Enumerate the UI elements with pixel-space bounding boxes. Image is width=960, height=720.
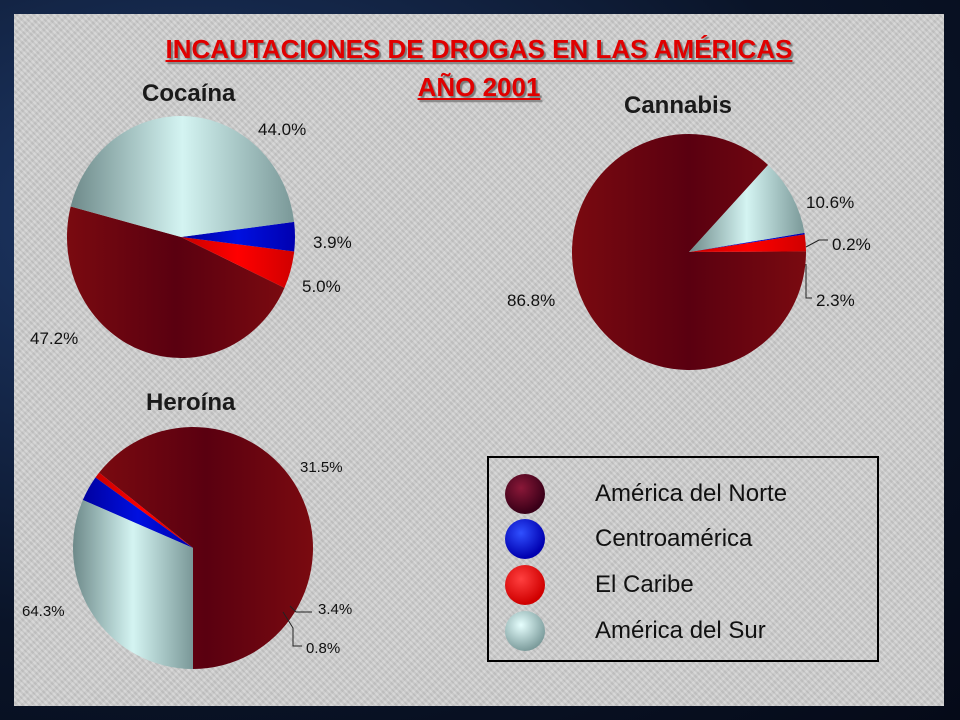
legend-item-centroamerica: Centroamérica <box>505 517 752 561</box>
legend-label: Centroamérica <box>595 525 753 552</box>
chart-title-cocaina: Cocaína <box>142 80 236 107</box>
slide-title: INCAUTACIONES DE DROGAS EN LAS AMÉRICAS <box>165 34 793 64</box>
legend-label: América del Sur <box>595 617 766 644</box>
data-label: 44.0% <box>258 120 306 139</box>
legend-item-america-del-sur: América del Sur <box>505 609 766 653</box>
chart-title-heroina: Heroína <box>146 389 236 416</box>
slide-subtitle: AÑO 2001 <box>417 72 541 102</box>
chart-title-cannabis: Cannabis <box>624 92 733 119</box>
pie-slice-am-rica-del-sur <box>73 499 193 669</box>
data-label: 47.2% <box>30 329 78 348</box>
data-label: 5.0% <box>302 277 341 296</box>
legend-swatch <box>505 519 545 559</box>
leader-line <box>805 239 828 248</box>
leader-line <box>282 611 302 647</box>
legend-item-el-caribe: El Caribe <box>505 563 694 607</box>
data-label: 2.3% <box>816 291 855 310</box>
legend: América del Norte Centroamérica El Carib… <box>487 456 879 662</box>
data-label: 0.2% <box>832 235 871 254</box>
data-label: 86.8% <box>507 291 555 310</box>
leader-line <box>805 264 812 299</box>
pie-slice-el-caribe <box>95 472 193 548</box>
pie-slice-centroam-rica <box>181 221 295 252</box>
data-label: 31.5% <box>300 459 343 476</box>
pie-slice-el-caribe <box>689 234 806 252</box>
pie-slice-am-rica-del-sur <box>689 165 805 252</box>
data-label: 3.9% <box>313 233 352 252</box>
legend-label: América del Norte <box>595 480 788 507</box>
data-label: 64.3% <box>22 603 65 620</box>
pie-slice-am-rica-del-norte <box>66 206 285 359</box>
data-label: 3.4% <box>318 601 352 618</box>
leader-line <box>289 605 312 613</box>
data-label: 0.8% <box>306 640 340 657</box>
data-label: 10.6% <box>806 193 854 212</box>
legend-swatch <box>505 474 545 514</box>
pie-slice-centroam-rica <box>689 232 805 252</box>
pie-slice-centroam-rica <box>82 477 193 548</box>
pie-slice-el-caribe <box>181 237 295 288</box>
legend-swatch <box>505 611 545 651</box>
legend-item-america-del-norte: América del Norte <box>505 472 787 516</box>
pie-slice-am-rica-del-sur <box>70 116 295 237</box>
legend-label: El Caribe <box>595 571 694 598</box>
legend-swatch <box>505 565 545 605</box>
pie-slice-am-rica-del-norte <box>572 134 807 371</box>
pie-slice-am-rica-del-norte <box>99 426 313 669</box>
